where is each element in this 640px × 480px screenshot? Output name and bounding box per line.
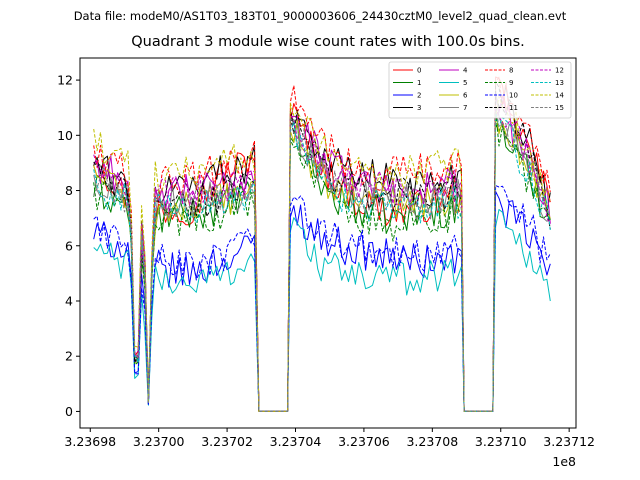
legend-label-6: 6	[463, 92, 468, 100]
series-line-10	[93, 185, 551, 412]
x-tick-label: 3.23712	[543, 434, 595, 449]
y-tick-label: 6	[65, 238, 73, 253]
series-line-13	[93, 112, 551, 412]
y-tick-label: 10	[57, 128, 73, 143]
series-line-12	[93, 106, 551, 412]
series-line-3	[93, 85, 551, 412]
legend-label-2: 2	[417, 92, 421, 100]
x-tick-label: 3.23706	[338, 434, 390, 449]
legend-label-7: 7	[463, 104, 467, 112]
x-tick-label: 3.23708	[406, 434, 458, 449]
series-line-6	[93, 110, 551, 412]
series-line-14	[93, 96, 551, 412]
legend-label-12: 12	[555, 67, 564, 75]
x-axis: 3.23698 3.23700 3.23702 3.23704 3.23706 3.237…	[64, 428, 595, 449]
series-line-2	[93, 191, 551, 412]
series-line-15	[93, 105, 551, 412]
legend-label-13: 13	[555, 79, 564, 87]
series-line-9	[93, 109, 551, 412]
legend-label-4: 4	[463, 67, 468, 75]
y-tick-label: 8	[65, 183, 73, 198]
chart-title: Quadrant 3 module wise count rates with …	[131, 34, 525, 50]
legend-label-10: 10	[509, 92, 518, 100]
legend-label-5: 5	[463, 79, 467, 87]
y-tick-label: 12	[57, 73, 73, 88]
y-tick-label: 2	[65, 349, 73, 364]
x-tick-label: 3.23704	[270, 434, 322, 449]
legend-label-1: 1	[417, 79, 421, 87]
legend-label-14: 14	[555, 92, 564, 100]
x-tick-label: 3.23702	[201, 434, 253, 449]
axes-frame	[79, 57, 577, 429]
series-line-5	[93, 209, 551, 412]
series-line-8	[93, 76, 551, 412]
figure-supertitle: Data file: modeM0/AS1T03_183T01_90000036…	[73, 9, 567, 23]
legend-label-0: 0	[417, 67, 421, 75]
legend-label-11: 11	[509, 104, 518, 112]
legend-label-3: 3	[417, 104, 421, 112]
y-tick-label: 4	[65, 293, 73, 308]
legend-label-8: 8	[509, 67, 513, 75]
x-axis-offset-label: 1e8	[552, 454, 576, 469]
y-axis: 0 2 4 6 8 10 12	[57, 73, 80, 419]
x-tick-label: 3.23698	[64, 434, 116, 449]
legend-box	[388, 61, 572, 119]
y-tick-label: 0	[65, 404, 73, 419]
x-tick-label: 3.23710	[475, 434, 527, 449]
series-line-4	[93, 94, 551, 412]
legend-label-15: 15	[555, 104, 564, 112]
x-tick-label: 3.23700	[133, 434, 185, 449]
series-line-7	[93, 89, 551, 412]
series-layer	[93, 76, 551, 412]
legend-label-9: 9	[509, 79, 513, 87]
